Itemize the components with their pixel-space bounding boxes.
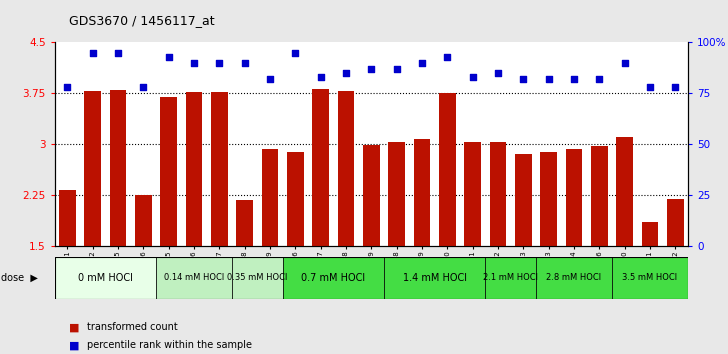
Bar (135, 195, 151, 246)
Text: 0.7 mM HOCl: 0.7 mM HOCl (301, 273, 365, 283)
Point (290, 50, 301, 56)
Text: dose  ▶: dose ▶ (1, 273, 39, 283)
Point (314, 74, 326, 80)
Bar (486, 257, 536, 299)
Point (163, 54, 175, 59)
Bar (591, 146, 608, 246)
Bar (160, 97, 177, 246)
Point (619, 60, 630, 66)
Bar (363, 145, 379, 246)
Text: 3.5 mM HOCl: 3.5 mM HOCl (622, 273, 678, 282)
Point (138, 85, 149, 90)
Bar (282, 257, 384, 299)
Point (365, 66, 377, 72)
Text: 2.8 mM HOCl: 2.8 mM HOCl (547, 273, 601, 282)
Text: 0 mM HOCl: 0 mM HOCl (78, 273, 132, 283)
Bar (186, 92, 202, 246)
Bar (211, 92, 228, 246)
Point (518, 76, 529, 82)
Bar (439, 93, 456, 246)
Bar (55, 257, 156, 299)
Bar (566, 149, 582, 246)
Point (568, 76, 579, 82)
Bar (84, 91, 101, 246)
Bar (536, 257, 612, 299)
Point (112, 50, 124, 56)
Point (188, 60, 199, 66)
Bar (612, 257, 688, 299)
Point (391, 66, 403, 72)
Point (213, 60, 225, 66)
Bar (388, 142, 405, 246)
Bar (59, 190, 76, 246)
Bar (414, 139, 430, 246)
Point (61, 85, 73, 90)
Text: 0.35 mM HOCl: 0.35 mM HOCl (227, 273, 288, 282)
Point (492, 70, 504, 76)
Bar (490, 142, 506, 246)
Point (644, 85, 656, 90)
Bar (232, 257, 282, 299)
Point (593, 76, 605, 82)
Text: GDS3670 / 1456117_at: GDS3670 / 1456117_at (69, 14, 215, 27)
Bar (540, 153, 557, 246)
Text: percentile rank within the sample: percentile rank within the sample (87, 340, 253, 350)
Text: 0.14 mM HOCl: 0.14 mM HOCl (164, 273, 224, 282)
Bar (156, 257, 232, 299)
Point (239, 60, 250, 66)
Bar (287, 153, 304, 246)
Point (670, 85, 681, 90)
Bar (515, 154, 531, 246)
Point (467, 74, 478, 80)
Bar (617, 137, 633, 246)
Bar (464, 142, 481, 246)
Point (264, 76, 276, 82)
Bar (237, 200, 253, 246)
Bar (667, 199, 684, 246)
Bar (110, 90, 126, 246)
Bar (338, 91, 355, 246)
Bar (261, 149, 278, 246)
Text: transformed count: transformed count (87, 322, 178, 332)
Bar (641, 222, 658, 246)
Bar (384, 257, 486, 299)
Text: 1.4 mM HOCl: 1.4 mM HOCl (403, 273, 467, 283)
Point (416, 60, 428, 66)
Text: 2.1 mM HOCl: 2.1 mM HOCl (483, 273, 538, 282)
Text: ■: ■ (69, 322, 79, 332)
Point (87, 50, 98, 56)
Point (441, 54, 453, 59)
Point (543, 76, 555, 82)
Text: ■: ■ (69, 340, 79, 350)
Point (340, 70, 352, 76)
Bar (312, 88, 329, 246)
